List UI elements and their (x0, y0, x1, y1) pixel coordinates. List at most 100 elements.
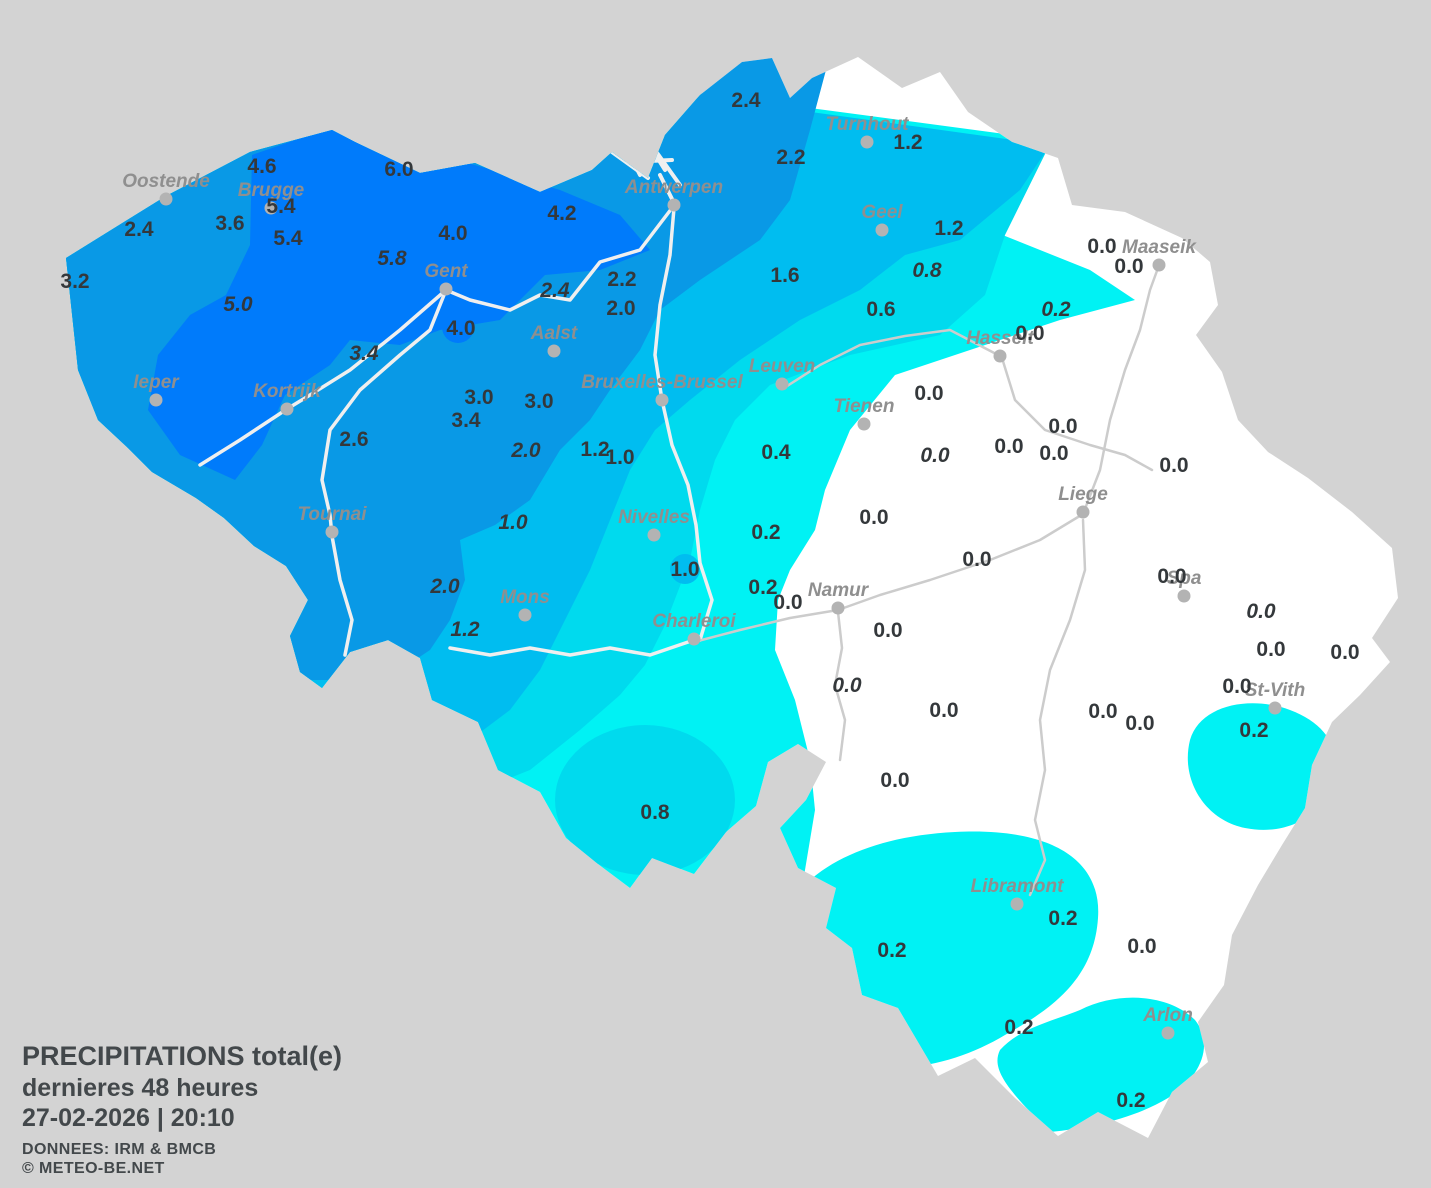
precip-value: 4.0 (438, 222, 467, 245)
city-label: Hasselt (966, 328, 1034, 349)
precip-value: 2.2 (607, 268, 636, 291)
city-libramont: Libramont (971, 876, 1064, 911)
city-st-vith: St-Vith (1245, 680, 1306, 715)
map-title: PRECIPITATIONS total(e) (22, 1041, 343, 1071)
city-brugge: Brugge (238, 180, 305, 215)
values-layer: 2.4 3.2 3.6 4.6 5.4 5.4 6.0 5.8 5.0 4.0 4.2 4.0 3.4 2… (60, 89, 1359, 1112)
precip-value: 0.0 (1048, 415, 1077, 438)
precip-value: 0.2 (1239, 719, 1268, 742)
precip-value: 0.0 (1246, 600, 1276, 623)
map-subtitle: dernieres 48 heures (22, 1073, 259, 1102)
city-oostende: Oostende (122, 171, 210, 206)
city-label: Antwerpen (624, 177, 723, 198)
precip-value: 4.2 (547, 202, 576, 225)
city-gent: Gent (424, 261, 468, 296)
city-dot (655, 393, 669, 407)
city-dot (280, 402, 294, 416)
precip-value: 0.0 (1127, 935, 1156, 958)
precip-value: 4.0 (446, 317, 475, 340)
cities-layer: Oostende Brugge Antwerpen Turnhout Geel Maase… (122, 114, 1305, 1040)
city-dot (1177, 589, 1191, 603)
precip-value: 2.0 (510, 439, 541, 462)
city-label: Nivelles (618, 507, 690, 528)
precip-value: 0.0 (773, 591, 802, 614)
precip-value: 1.2 (450, 618, 480, 641)
precip-value: 0.0 (1114, 255, 1143, 278)
city-tournai: Tournai (298, 504, 367, 539)
city-dot (439, 282, 453, 296)
city-label: Oostende (122, 171, 210, 192)
city-label: Bruxelles-Brussel (581, 372, 743, 393)
precip-value: 2.4 (731, 89, 761, 112)
precip-value: 1.0 (498, 511, 528, 534)
precip-value: 2.0 (429, 575, 460, 598)
station-patch-gent (442, 311, 474, 343)
region-band-low-boot (555, 725, 735, 875)
precip-value: 0.0 (994, 435, 1023, 458)
city-label: Geel (861, 202, 903, 223)
precip-value: 0.8 (640, 801, 670, 824)
precip-value: 3.4 (451, 409, 481, 432)
precip-value: 3.6 (215, 212, 244, 235)
precip-value: 0.2 (748, 576, 777, 599)
region-band-trace-stvith (1187, 703, 1336, 830)
precip-value: 0.0 (1015, 322, 1044, 345)
precip-value: 0.2 (1116, 1089, 1145, 1112)
city-arlon: Arlon (1142, 1005, 1193, 1040)
map-datetime: 27-02-2026 | 20:10 (22, 1104, 235, 1133)
copyright: © METEO-BE.NET (22, 1160, 165, 1178)
city-label: Mons (500, 587, 550, 608)
precip-value: 0.4 (761, 441, 791, 464)
precip-value: 0.0 (962, 548, 991, 571)
city-label: Turnhout (825, 114, 909, 135)
city-maaseik: Maaseik (1122, 237, 1197, 272)
city-kortrijk: Kortrijk (253, 381, 322, 416)
city-dot (775, 377, 789, 391)
city-nivelles: Nivelles (618, 507, 690, 542)
precip-value: 5.4 (273, 227, 303, 250)
precip-value: 5.8 (377, 247, 407, 270)
city-turnhout: Turnhout (825, 114, 909, 149)
city-label: Ieper (133, 372, 180, 393)
city-spa: Spa (1167, 568, 1202, 603)
precip-value: 0.0 (1222, 675, 1251, 698)
city-label: Namur (808, 580, 870, 601)
city-dot (875, 223, 889, 237)
precip-value: 5.0 (223, 293, 253, 316)
city-label: Brugge (238, 180, 305, 201)
city-dot (325, 525, 339, 539)
data-source: DONNEES: IRM & BMCB (22, 1140, 217, 1158)
city-label: Tienen (834, 396, 895, 417)
precip-value: 0.0 (832, 674, 862, 697)
city-tienen: Tienen (834, 396, 895, 431)
road-antwerpen-brussel (653, 206, 714, 642)
city-dot (264, 201, 278, 215)
precip-value: 1.2 (580, 438, 609, 461)
river-meuse (692, 266, 1160, 644)
precip-value: 0.0 (880, 769, 909, 792)
precip-value: 3.2 (60, 270, 89, 293)
city-leuven: Leuven (749, 356, 815, 391)
precip-value: 1.0 (670, 558, 699, 581)
precip-value: 1.2 (934, 217, 963, 240)
city-label: Kortrijk (253, 381, 322, 402)
precip-value: 0.0 (1087, 235, 1116, 258)
precip-value: 0.2 (877, 939, 906, 962)
precip-value: 0.0 (929, 699, 958, 722)
city-label: Liege (1058, 484, 1108, 505)
city-dot (1076, 505, 1090, 519)
river-schelde (320, 206, 674, 657)
city-dot (1268, 701, 1282, 715)
precip-value: 0.0 (920, 444, 950, 467)
city-label: Charleroi (652, 611, 736, 632)
precip-value: 0.2 (1004, 1016, 1033, 1039)
river-sambre (448, 638, 696, 657)
precip-value: 0.8 (912, 259, 942, 282)
precip-value: 0.0 (1159, 454, 1188, 477)
city-aalst: Aalst (530, 323, 578, 358)
city-label: St-Vith (1245, 680, 1306, 701)
city-dot (687, 632, 701, 646)
precip-value: 2.4 (124, 218, 154, 241)
city-dot (547, 344, 561, 358)
